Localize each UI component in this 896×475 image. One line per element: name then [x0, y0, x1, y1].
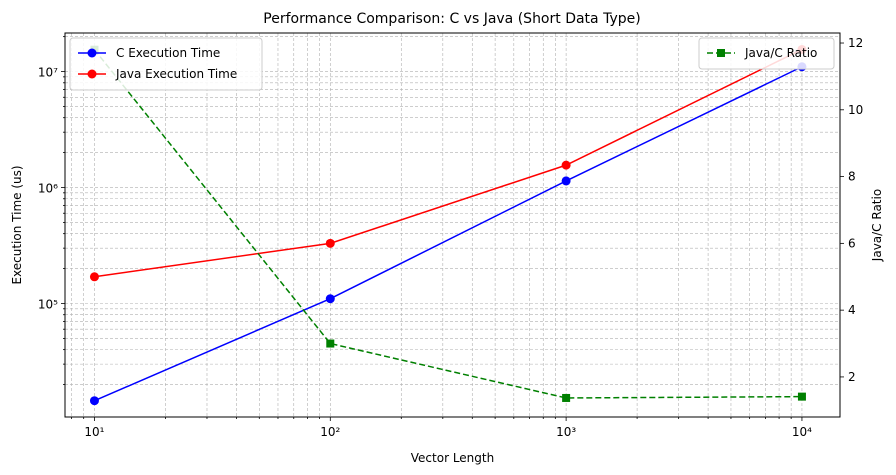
y2-tick-label: 4	[848, 303, 856, 317]
series-line	[93, 49, 802, 399]
data-point	[326, 339, 335, 348]
y-tick-label: 10⁶	[38, 182, 58, 196]
legend-label: Java Execution Time	[115, 67, 237, 81]
legend-swatch-marker	[717, 49, 725, 57]
y2-tick-label: 10	[848, 103, 863, 117]
y-axis-label: Execution Time (us)	[10, 165, 24, 284]
data-point	[797, 392, 806, 401]
legend-left	[69, 37, 263, 91]
legend-label: C Execution Time	[116, 46, 220, 60]
x-tick-label: 10³	[556, 425, 576, 439]
legend-swatch-marker	[87, 48, 97, 58]
y-tick-label: 10⁵	[38, 297, 58, 311]
y-tick-label: 10⁷	[38, 66, 58, 80]
data-point	[325, 294, 335, 304]
x-tick-label: 10²	[320, 425, 340, 439]
x-tick-label: 10⁴	[792, 425, 812, 439]
data-point	[562, 393, 571, 402]
chart-title: Performance Comparison: C vs Java (Short…	[263, 11, 640, 27]
data-point	[89, 396, 99, 406]
legend-swatch-marker	[87, 69, 97, 79]
series-line	[94, 66, 803, 402]
data-point	[325, 238, 335, 248]
y2-tick-label: 6	[848, 236, 856, 250]
y2-axis-label: Java/C Ratio	[870, 189, 884, 262]
x-tick-label: 10¹	[84, 425, 104, 439]
data-point	[561, 160, 571, 170]
y2-tick-label: 8	[848, 170, 856, 184]
x-axis-label: Vector Length	[411, 451, 494, 465]
legend-right	[698, 37, 835, 70]
plot-frame	[64, 32, 841, 418]
legends: C Execution Time Java Execution Time Java/…	[69, 37, 835, 91]
y2-tick-label: 12	[848, 36, 863, 50]
data-point	[561, 176, 571, 186]
legend-label: Java/C Ratio	[744, 46, 817, 60]
y2-tick-label: 2	[848, 370, 856, 384]
data-point	[89, 272, 99, 282]
grid	[65, 33, 840, 417]
axes: 10¹ 10² 10³ 10⁴ 10⁵ 10⁶ 10⁷ 2 4 6 8 10 12	[38, 36, 863, 439]
series-line	[94, 48, 803, 278]
